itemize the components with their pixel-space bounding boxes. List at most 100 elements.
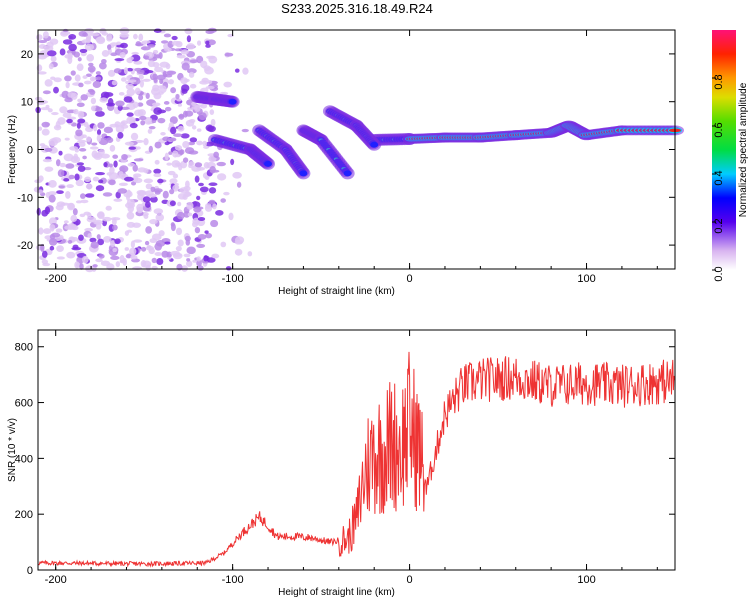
spectrogram-noise-blob (133, 33, 138, 40)
spectrogram-x-tick-label: 100 (577, 273, 595, 285)
spectrogram-noise-blob (66, 118, 73, 124)
spectrogram-noise-blob (178, 164, 183, 171)
spectrogram-noise-blob (56, 256, 65, 260)
spectrogram-noise-blob (169, 116, 178, 124)
spectrogram-noise-blob (74, 74, 81, 82)
spectrogram-noise-blob (224, 52, 234, 57)
spectrogram-noise-blob (206, 39, 216, 46)
spectrogram-noise-blob (147, 60, 156, 68)
spectrogram-noise-blob (141, 246, 147, 252)
colorbar: 0.0 0.2 0.4 0.6 0.8 Normalized spectral ampl… (712, 30, 749, 282)
spectrogram-noise-blob (103, 235, 112, 243)
spectrogram-noise-blob (232, 171, 242, 179)
spectrogram-noise-blob (56, 201, 66, 208)
spectrogram-noise-blob (38, 40, 48, 44)
spectrogram-noise-blob (170, 223, 176, 232)
spectrogram-y-tick-label: 0 (27, 145, 33, 157)
spectrogram-noise-blob (114, 58, 125, 62)
spectrogram-noise-blob (59, 106, 68, 114)
spectrogram-noise-blob (79, 48, 88, 53)
spectrogram-noise-blob (84, 227, 93, 232)
spectrogram-noise-blob (127, 79, 137, 83)
spectrogram-noise-blob (95, 258, 103, 263)
colorbar-tick-label: 0.8 (713, 74, 725, 89)
spectrogram-noise-blob (120, 77, 127, 82)
spectrogram-noise-blob (152, 49, 159, 55)
spectrogram-noise-blob (196, 256, 201, 262)
spectrogram-noise-blob (98, 62, 107, 70)
spectrogram-noise-blob (120, 106, 130, 111)
spectrogram-noise-blob (170, 250, 180, 256)
spectrogram-noise-blob (80, 94, 88, 101)
spectrogram-noise-blob (117, 188, 128, 194)
spectrogram-noise-blob (106, 137, 114, 144)
spectrogram-noise-blob (115, 261, 121, 268)
spectrogram-noise-blob (124, 176, 134, 182)
spectrogram-noise-blob (44, 166, 54, 172)
spectrogram-noise-blob (196, 40, 202, 46)
spectrogram-noise-blob (85, 73, 92, 77)
spectrogram-ridge-core (228, 98, 237, 105)
spectrogram-noise-blob (167, 170, 176, 176)
spectrogram-noise-blob (87, 233, 92, 239)
spectrogram-noise-blob (208, 55, 218, 64)
spectrogram-x-tick-label: 0 (407, 273, 413, 285)
spectrogram-noise-blob (36, 207, 41, 216)
spectrogram-noise-blob (177, 193, 187, 200)
spectrogram-noise-blob (193, 206, 202, 213)
spectrogram-noise-blob (66, 184, 74, 189)
spectrogram-noise-blob (37, 189, 44, 194)
spectrogram-noise-blob (169, 137, 177, 142)
spectrogram-noise-blob (119, 27, 130, 35)
spectrogram-noise-blob (89, 237, 97, 243)
spectrogram-noise-blob (196, 128, 202, 132)
spectrogram-noise-blob (125, 193, 130, 201)
spectrogram-ridge-core (264, 160, 273, 167)
spectrogram-noise-blob (82, 75, 88, 79)
spectrogram-noise-blob (130, 240, 135, 249)
spectrogram-noise-blob (170, 126, 177, 135)
spectrogram-noise-blob (145, 226, 153, 234)
spectrogram-noise-blob (183, 78, 190, 83)
spectrogram-noise-blob (177, 125, 185, 132)
spectrogram-noise-blob (140, 46, 151, 51)
spectrogram-noise-blob (68, 43, 77, 52)
spectrogram-noise-blob (126, 67, 133, 72)
spectrogram-noise-blob (133, 109, 144, 117)
spectrogram-noise-blob (41, 128, 50, 136)
spectrogram-noise-blob (76, 122, 81, 129)
spectrogram-noise-blob (162, 190, 169, 199)
spectrogram-noise-blob (49, 245, 55, 251)
colorbar-tick-label: 0.2 (713, 218, 725, 233)
spectrogram-noise-blob (74, 261, 80, 269)
spectrogram-noise-blob (202, 140, 207, 147)
spectrogram-noise-blob (37, 71, 47, 75)
spectrogram-noise-blob (126, 112, 134, 117)
spectrogram-noise-blob (194, 162, 203, 168)
spectrogram-noise-blob (164, 73, 173, 78)
spectrogram-noise-blob (41, 121, 50, 128)
spectrogram-noise-blob (228, 212, 234, 221)
spectrogram-noise-blob (97, 238, 105, 246)
spectrogram-noise-blob (169, 200, 176, 207)
spectrogram-noise-blob (133, 158, 144, 162)
spectrogram-noise-blob (42, 262, 51, 267)
spectrogram-noise-blob (108, 172, 119, 180)
snr-x-tick-label: -200 (45, 574, 67, 586)
spectrogram-noise-blob (77, 57, 82, 62)
spectrogram-y-tick-label: 20 (21, 49, 33, 61)
spectrogram-noise-blob (64, 75, 72, 82)
spectrogram-noise-blob (136, 206, 144, 214)
spectrogram-noise-blob (151, 257, 157, 264)
spectrogram-noise-blob (89, 32, 100, 37)
spectrogram-noise-blob (103, 161, 108, 168)
spectrogram-noise-blob (98, 253, 105, 259)
spectrogram-noise-blob (80, 199, 89, 204)
spectrogram-noise-blob (85, 183, 93, 190)
spectrogram-noise-blob (127, 162, 135, 167)
spectrogram-y-tick-label: -10 (17, 192, 33, 204)
spectrogram-x-label: Height of straight line (km) (278, 286, 395, 297)
spectrogram-noise-blob (191, 101, 197, 107)
spectrogram-noise-blob (177, 201, 182, 207)
spectrogram-noise-blob (181, 62, 190, 71)
